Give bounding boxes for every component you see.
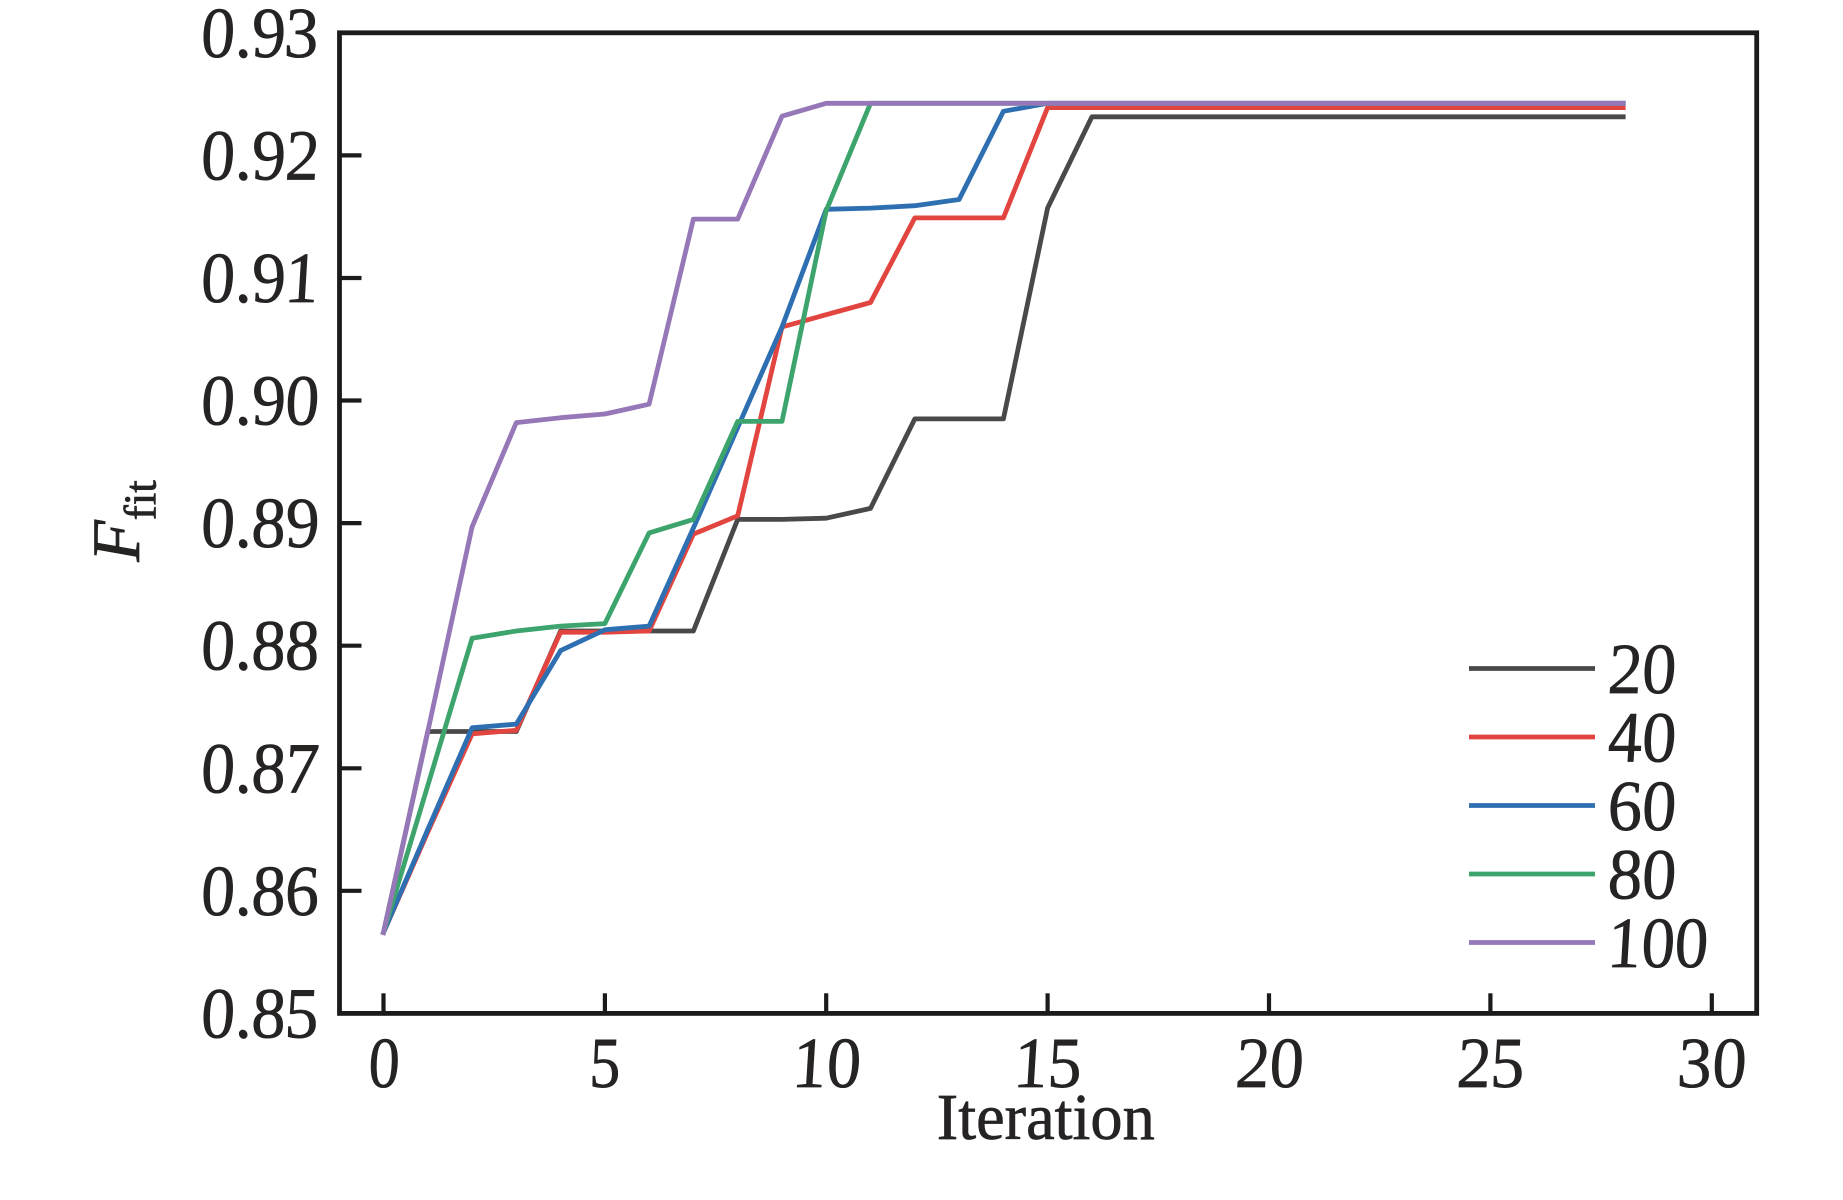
svg-text:0.88: 0.88 [196,606,322,686]
svg-text:Iteration: Iteration [937,1081,1155,1154]
svg-text:60: 60 [1603,766,1679,846]
svg-text:10: 10 [788,1023,864,1103]
svg-text:20: 20 [1231,1023,1307,1103]
svg-text:100: 100 [1603,903,1711,983]
svg-text:0.85: 0.85 [196,974,322,1054]
svg-text:20: 20 [1603,629,1679,709]
svg-text:0.87: 0.87 [196,728,325,808]
svg-text:Ffit: Ffit [78,480,166,563]
svg-text:0.89: 0.89 [196,483,322,563]
svg-text:0.93: 0.93 [196,0,322,73]
svg-text:0.90: 0.90 [196,361,322,441]
svg-text:0.92: 0.92 [196,116,322,196]
svg-text:30: 30 [1673,1023,1750,1103]
svg-text:0.86: 0.86 [196,851,322,931]
svg-text:15: 15 [1009,1023,1085,1103]
svg-text:80: 80 [1603,835,1679,915]
svg-text:0.91: 0.91 [196,238,322,318]
svg-text:25: 25 [1452,1023,1528,1103]
svg-text:40: 40 [1603,698,1679,778]
